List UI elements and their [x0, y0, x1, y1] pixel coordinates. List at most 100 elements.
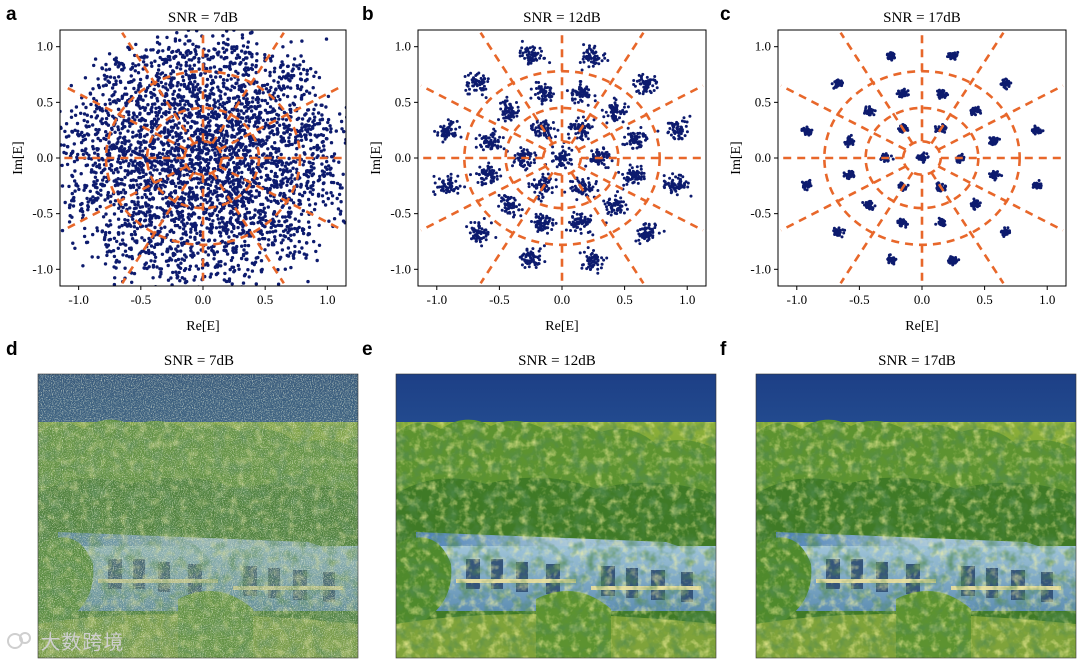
data-point: [531, 55, 535, 58]
data-point: [652, 89, 656, 92]
data-point: [618, 201, 622, 204]
data-point: [642, 175, 646, 179]
data-point: [227, 96, 232, 101]
data-point: [299, 54, 303, 58]
data-point: [105, 75, 109, 79]
data-point: [325, 172, 330, 176]
y-tick-label: 0.0: [37, 150, 53, 165]
data-point: [259, 270, 264, 274]
data-point: [188, 264, 193, 268]
data-point: [278, 193, 282, 197]
data-point: [499, 101, 502, 105]
data-point: [471, 84, 475, 88]
data-point: [121, 121, 125, 125]
data-point: [188, 235, 193, 239]
data-point: [539, 199, 543, 203]
data-point: [203, 94, 208, 98]
data-point: [169, 102, 174, 106]
data-point: [653, 78, 657, 82]
data-point: [170, 50, 174, 54]
data-point: [626, 126, 630, 130]
data-point: [132, 206, 137, 211]
data-point: [206, 151, 210, 156]
data-point: [168, 168, 173, 173]
data-point: [194, 162, 198, 166]
data-point: [575, 212, 579, 216]
data-point: [91, 199, 96, 203]
data-point: [304, 133, 308, 137]
data-point: [339, 209, 343, 213]
data-point: [283, 215, 287, 219]
data-point: [121, 136, 126, 140]
data-point: [231, 241, 235, 245]
data-point: [147, 265, 151, 269]
data-point: [175, 84, 179, 88]
data-point: [218, 179, 222, 183]
data-point: [615, 118, 619, 122]
data-point: [140, 161, 144, 166]
data-point: [184, 60, 188, 65]
data-point: [500, 208, 504, 212]
data-point: [639, 82, 643, 86]
data-point: [191, 91, 195, 95]
data-point: [312, 107, 316, 112]
data-point: [119, 190, 123, 195]
data-point: [329, 191, 333, 195]
data-point: [266, 147, 270, 151]
data-point: [208, 119, 212, 123]
data-point: [648, 89, 652, 93]
data-point: [253, 105, 257, 110]
data-point: [549, 126, 553, 130]
data-point: [72, 159, 77, 164]
data-point: [225, 189, 229, 193]
data-point: [184, 63, 188, 68]
data-point: [177, 217, 181, 221]
data-point: [189, 230, 193, 234]
data-point: [103, 262, 108, 266]
data-point: [202, 146, 206, 150]
data-point: [466, 73, 470, 77]
data-point: [254, 70, 258, 75]
data-point: [626, 105, 630, 109]
data-point: [688, 114, 692, 118]
panel-letter-f: f: [720, 339, 727, 360]
data-point: [106, 243, 111, 247]
data-point: [163, 135, 168, 139]
data-point: [77, 187, 81, 192]
data-point: [137, 129, 141, 133]
data-point: [160, 240, 164, 244]
data-point: [208, 92, 212, 96]
data-point: [622, 200, 625, 204]
data-point: [119, 177, 123, 182]
data-point: [133, 69, 137, 73]
data-point: [190, 75, 195, 80]
data-point: [477, 71, 481, 75]
data-point: [85, 196, 89, 201]
data-point: [242, 248, 246, 252]
data-point: [241, 128, 245, 132]
data-point: [264, 160, 268, 165]
data-point: [585, 222, 589, 226]
data-point: [110, 86, 115, 90]
data-point: [533, 46, 537, 50]
data-point: [175, 168, 180, 172]
data-point: [169, 129, 173, 134]
data-point: [169, 85, 173, 90]
data-point: [212, 189, 217, 193]
data-point: [205, 207, 209, 212]
data-point: [274, 147, 278, 151]
data-point: [644, 87, 648, 91]
data-point: [104, 137, 108, 142]
data-point: [440, 129, 444, 133]
data-point: [304, 128, 308, 132]
data-point: [163, 162, 167, 166]
data-point: [144, 261, 148, 265]
data-point: [278, 223, 282, 228]
data-point: [96, 255, 100, 259]
data-point: [289, 233, 293, 237]
data-point: [85, 120, 90, 124]
data-point: [257, 89, 262, 93]
data-point: [105, 253, 109, 258]
data-point: [214, 123, 219, 127]
data-point: [295, 64, 299, 68]
